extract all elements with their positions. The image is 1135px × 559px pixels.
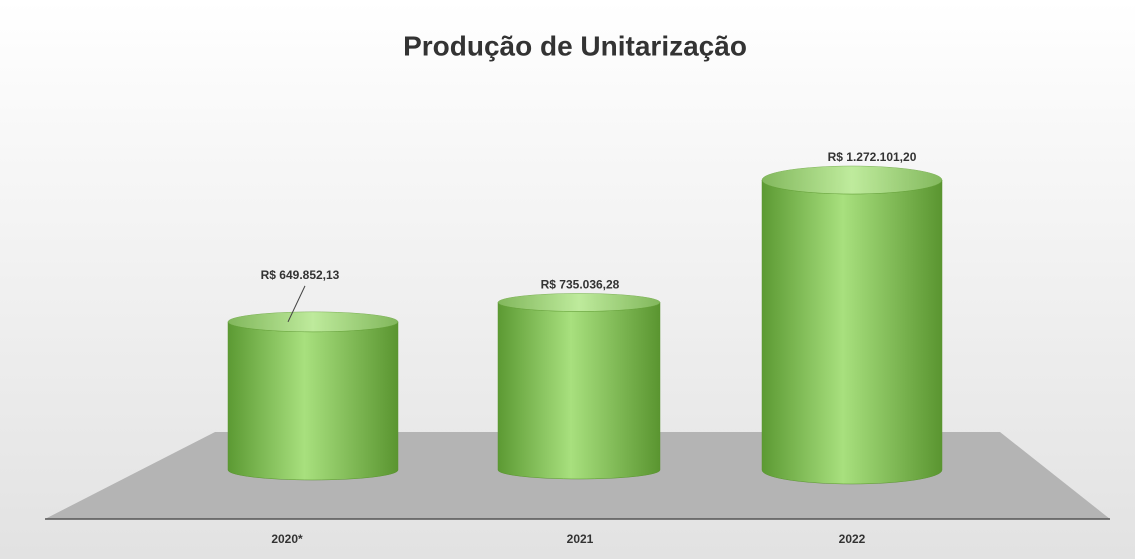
x-tick-label: 2020* (271, 532, 303, 546)
cylinder (497, 302, 661, 480)
data-label: R$ 649.852,13 (261, 268, 340, 282)
chart-title: Produção de Unitarização (403, 30, 747, 61)
data-label: R$ 735.036,28 (541, 278, 620, 292)
cylinder (227, 321, 399, 481)
cylinder-top (761, 165, 943, 195)
cylinder-top (497, 293, 661, 312)
data-label: R$ 1.272.101,20 (828, 150, 917, 164)
leader-line (287, 285, 306, 323)
x-tick-label: 2022 (839, 532, 866, 546)
cylinder (761, 179, 943, 485)
x-tick-label: 2021 (567, 532, 594, 546)
cylinder-top (227, 311, 399, 333)
